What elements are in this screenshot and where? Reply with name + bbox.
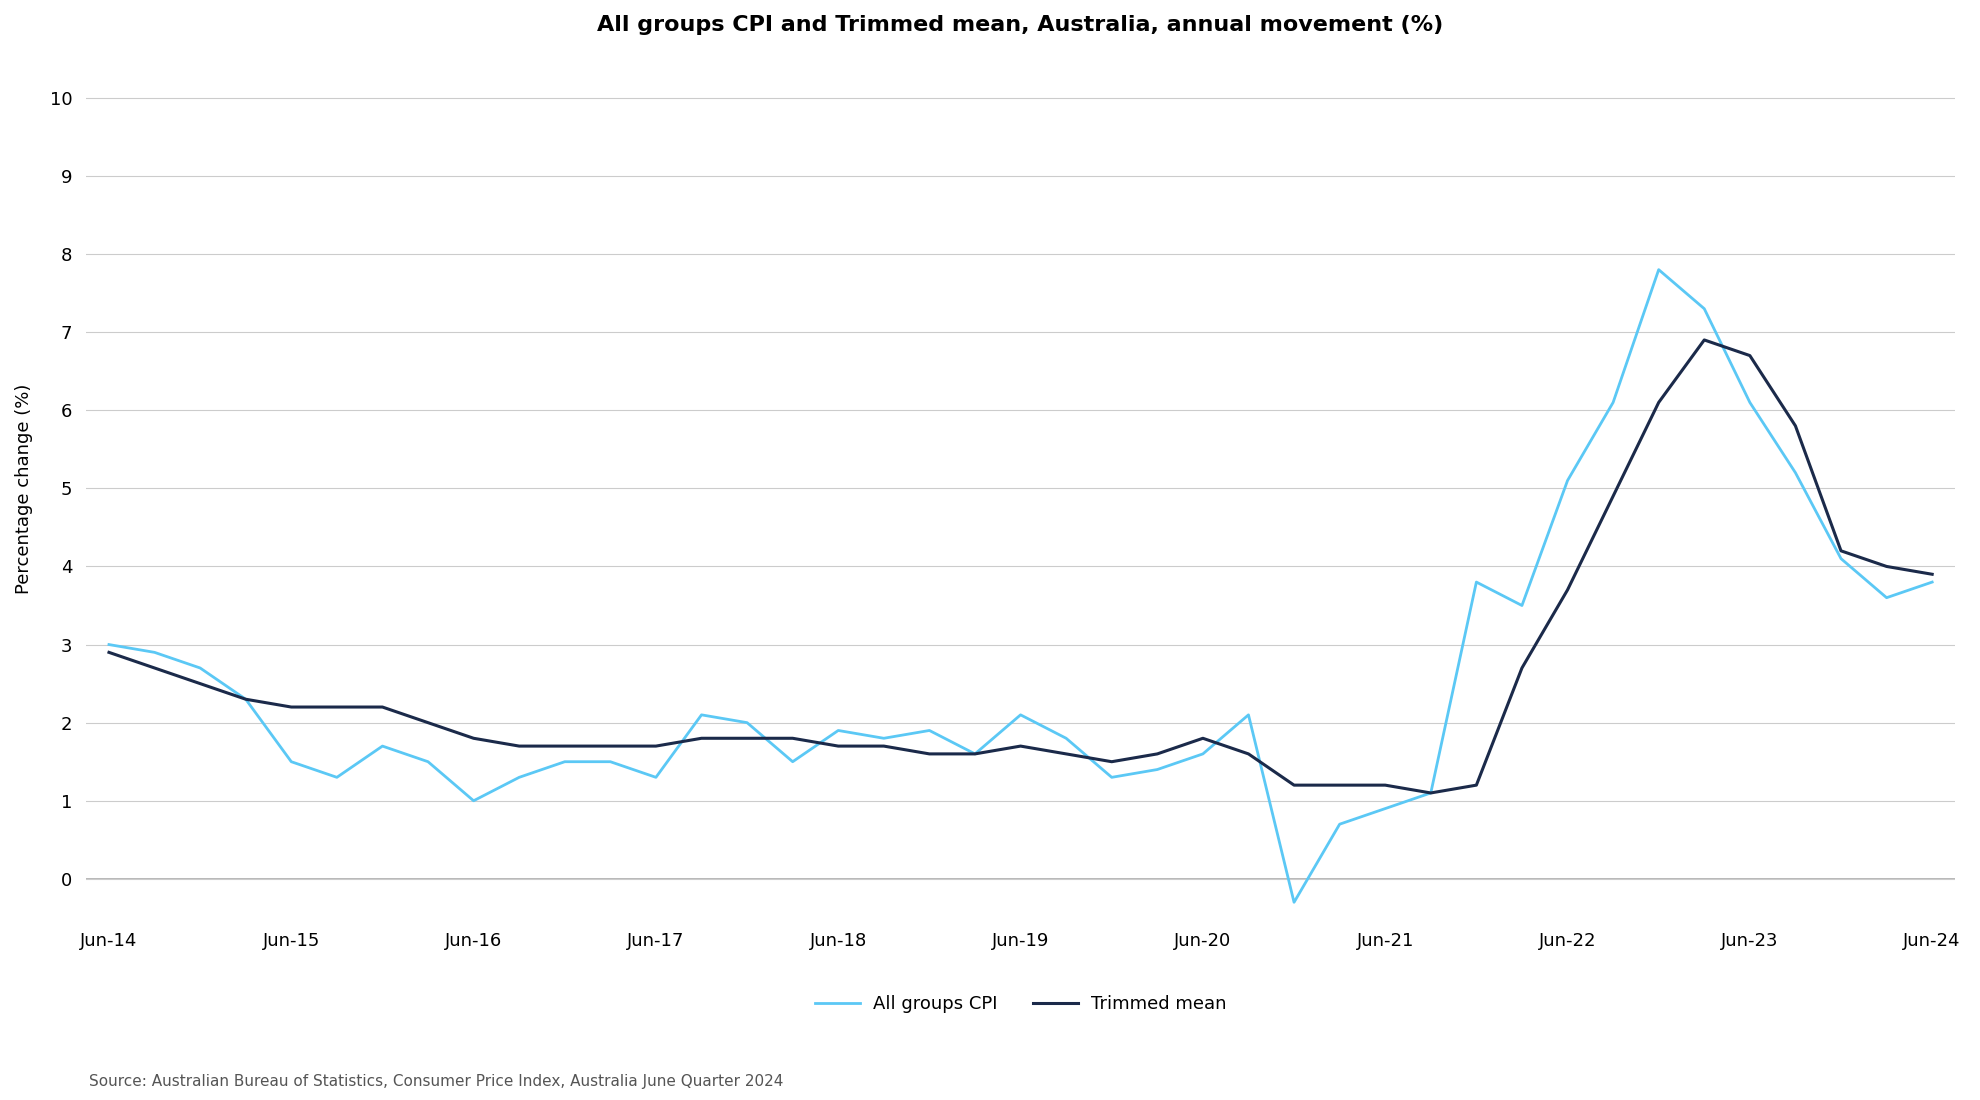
Trimmed mean [1329, 779, 1352, 792]
All groups CPI [325, 771, 348, 784]
Trimmed mean [1556, 583, 1580, 596]
All groups CPI [97, 638, 121, 651]
Trimmed mean [1238, 747, 1261, 760]
All groups CPI [735, 716, 758, 729]
Trimmed mean [552, 739, 576, 752]
Line: Trimmed mean: Trimmed mean [109, 340, 1932, 793]
Trimmed mean [416, 716, 440, 729]
Trimmed mean [1099, 755, 1123, 768]
All groups CPI [416, 755, 440, 768]
All groups CPI [780, 755, 804, 768]
All groups CPI [507, 771, 531, 784]
Trimmed mean [1420, 786, 1443, 800]
Trimmed mean [1693, 333, 1717, 346]
Trimmed mean [1283, 779, 1307, 792]
All groups CPI [1830, 552, 1853, 565]
Trimmed mean [97, 646, 121, 659]
Trimmed mean [1738, 349, 1762, 362]
All groups CPI [1738, 396, 1762, 409]
Title: All groups CPI and Trimmed mean, Australia, annual movement (%): All groups CPI and Trimmed mean, Austral… [598, 15, 1443, 35]
All groups CPI [1329, 817, 1352, 830]
Trimmed mean [1875, 560, 1899, 573]
All groups CPI [962, 747, 986, 760]
Trimmed mean [1830, 544, 1853, 558]
Trimmed mean [735, 732, 758, 745]
Trimmed mean [780, 732, 804, 745]
Trimmed mean [279, 701, 303, 714]
All groups CPI [552, 755, 576, 768]
Trimmed mean [188, 676, 212, 690]
All groups CPI [1283, 895, 1307, 909]
All groups CPI [1556, 474, 1580, 487]
All groups CPI [234, 693, 257, 706]
All groups CPI [1921, 575, 1944, 589]
Trimmed mean [143, 661, 166, 674]
All groups CPI [1053, 732, 1077, 745]
Trimmed mean [1192, 732, 1216, 745]
All groups CPI [1008, 708, 1032, 722]
All groups CPI [1784, 466, 1808, 480]
Y-axis label: Percentage change (%): Percentage change (%) [16, 383, 34, 594]
Trimmed mean [461, 732, 485, 745]
All groups CPI [826, 724, 849, 737]
Trimmed mean [1146, 747, 1170, 760]
All groups CPI [871, 732, 895, 745]
Trimmed mean [871, 739, 895, 752]
All groups CPI [461, 794, 485, 807]
All groups CPI [1192, 747, 1216, 760]
Legend: All groups CPI, Trimmed mean: All groups CPI, Trimmed mean [808, 988, 1234, 1021]
Trimmed mean [826, 739, 849, 752]
All groups CPI [1602, 396, 1626, 409]
All groups CPI [370, 739, 394, 752]
Trimmed mean [370, 701, 394, 714]
All groups CPI [917, 724, 940, 737]
All groups CPI [1647, 263, 1671, 276]
All groups CPI [1420, 786, 1443, 800]
All groups CPI [1146, 763, 1170, 777]
All groups CPI [1099, 771, 1123, 784]
Trimmed mean [1602, 490, 1626, 503]
Trimmed mean [1647, 396, 1671, 409]
Trimmed mean [917, 747, 940, 760]
All groups CPI [644, 771, 667, 784]
Text: Source: Australian Bureau of Statistics, Consumer Price Index, Australia June Qu: Source: Australian Bureau of Statistics,… [89, 1074, 784, 1089]
Trimmed mean [1053, 747, 1077, 760]
Line: All groups CPI: All groups CPI [109, 270, 1932, 902]
Trimmed mean [507, 739, 531, 752]
Trimmed mean [962, 747, 986, 760]
All groups CPI [1511, 598, 1534, 612]
All groups CPI [689, 708, 713, 722]
Trimmed mean [1465, 779, 1489, 792]
Trimmed mean [598, 739, 622, 752]
All groups CPI [1238, 708, 1261, 722]
All groups CPI [1465, 575, 1489, 589]
All groups CPI [188, 661, 212, 674]
Trimmed mean [1374, 779, 1398, 792]
All groups CPI [1374, 802, 1398, 815]
Trimmed mean [325, 701, 348, 714]
Trimmed mean [644, 739, 667, 752]
Trimmed mean [689, 732, 713, 745]
Trimmed mean [234, 693, 257, 706]
Trimmed mean [1008, 739, 1032, 752]
Trimmed mean [1511, 661, 1534, 674]
All groups CPI [143, 646, 166, 659]
All groups CPI [1693, 302, 1717, 316]
Trimmed mean [1784, 419, 1808, 432]
All groups CPI [279, 755, 303, 768]
All groups CPI [1875, 591, 1899, 604]
All groups CPI [598, 755, 622, 768]
Trimmed mean [1921, 568, 1944, 581]
